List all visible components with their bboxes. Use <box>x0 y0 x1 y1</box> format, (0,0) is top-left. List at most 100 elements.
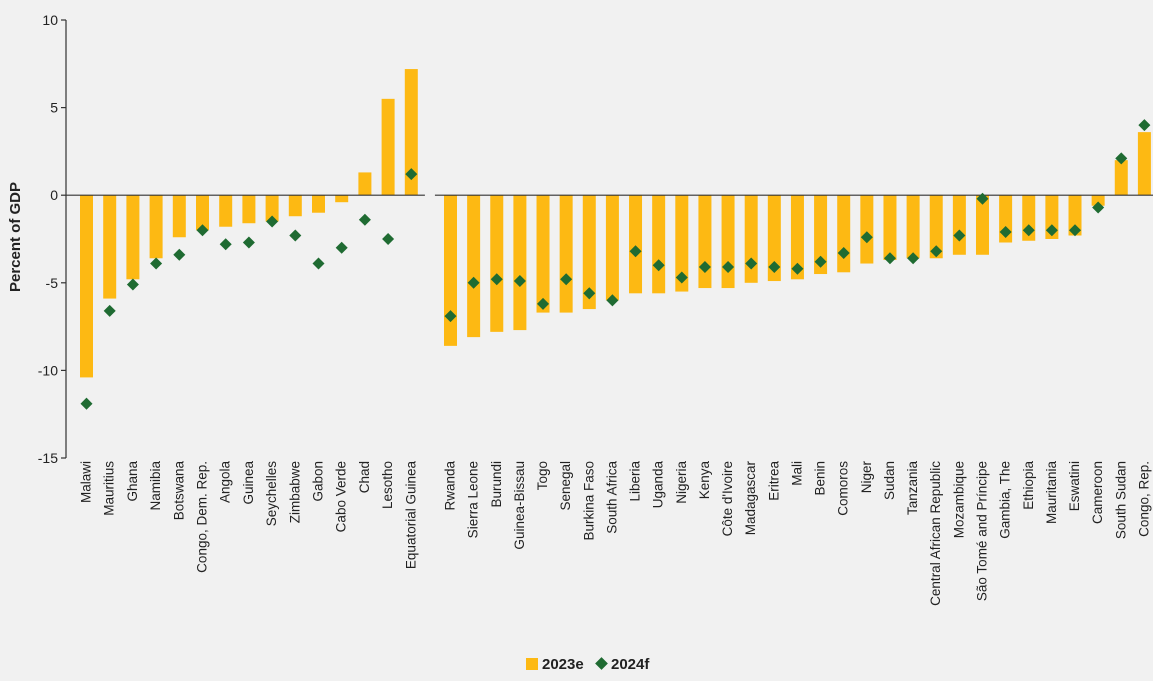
bar-2023e <box>837 195 851 273</box>
bar-2023e <box>559 195 573 313</box>
marker-2024f <box>953 229 966 242</box>
labels-layer: Malawi Mauritius Ghana Namibia Botswana Congo… <box>79 461 1152 606</box>
category-label: Ethiopia <box>1021 461 1036 510</box>
category-label: Comoros <box>836 461 851 516</box>
y-tick-label: 0 <box>50 187 58 203</box>
category-label: Lesotho <box>380 461 395 509</box>
marker-2024f <box>312 257 325 270</box>
category-label: Eritrea <box>766 461 781 501</box>
category-label: Eswatini <box>1067 461 1082 511</box>
marker-2024f <box>513 275 526 288</box>
legend-label-2023e: 2023e <box>542 656 584 673</box>
category-label: São Tomé and Príncipe <box>974 461 989 601</box>
bar-2023e <box>288 195 302 217</box>
marker-2024f <box>196 224 209 237</box>
category-label: Seychelles <box>264 461 279 527</box>
bar-2023e <box>265 195 279 222</box>
marker-2024f <box>335 241 348 254</box>
bar-2023e <box>196 195 209 231</box>
category-label: South Sudan <box>1113 461 1128 539</box>
y-axis-label: Percent of GDP <box>7 182 24 292</box>
y-tick-label: 5 <box>50 100 58 116</box>
bar-2023e <box>536 195 550 313</box>
category-label: Benin <box>813 461 828 496</box>
marker-2024f <box>173 248 186 261</box>
bar-2023e <box>242 195 256 224</box>
category-label: Chad <box>357 461 372 493</box>
category-label: Cabo Verde <box>334 461 349 532</box>
category-label: Ghana <box>125 461 140 502</box>
marker-2024f <box>1138 119 1151 132</box>
category-label: Tanzania <box>905 461 920 516</box>
category-label: Mozambique <box>951 461 966 538</box>
marker-2024f <box>907 252 920 265</box>
category-label: Congo, Rep. <box>1136 461 1151 537</box>
category-label: Rwanda <box>443 461 458 511</box>
bar-2023e <box>513 195 527 331</box>
marker-2024f <box>358 213 371 226</box>
axes-layer: -15 -10 -5 0 5 10 <box>38 12 1153 466</box>
marker-2024f <box>675 271 688 284</box>
marker-2024f <box>150 257 163 270</box>
bar-2023e <box>126 195 140 280</box>
category-label: Congo, Dem. Rep. <box>195 461 210 573</box>
marker-2024f <box>745 257 758 270</box>
bar-2023e <box>582 195 596 310</box>
category-label: Mauritius <box>102 461 117 516</box>
marker-2024f <box>537 297 550 310</box>
bar-2023e <box>172 195 186 238</box>
marker-2024f <box>606 294 619 307</box>
category-label: Burundi <box>489 461 504 508</box>
bar-2023e <box>860 195 874 264</box>
bar-2023e <box>1068 195 1082 236</box>
marker-2024f <box>80 397 93 410</box>
marker-2024f <box>860 231 873 244</box>
bar-2023e <box>1137 132 1151 196</box>
category-label: Sierra Leone <box>466 461 481 538</box>
marker-2024f <box>126 278 139 291</box>
bars-layer <box>80 69 1151 378</box>
bar-2023e <box>149 195 163 259</box>
category-label: Zimbabwe <box>287 461 302 523</box>
bar-2023e <box>629 195 643 294</box>
category-label: South Africa <box>604 461 619 534</box>
y-tick-label: -15 <box>38 450 58 466</box>
bar-2023e <box>335 195 349 203</box>
marker-2024f <box>791 262 804 275</box>
category-label: Gabon <box>311 461 326 502</box>
marker-2024f <box>768 261 781 274</box>
bar-2023e <box>467 195 481 338</box>
marker-2024f <box>722 261 735 274</box>
category-label: Madagascar <box>743 461 758 536</box>
category-label: Côte d'Ivoire <box>720 461 735 536</box>
bar-2023e <box>1091 195 1105 206</box>
bar-2023e <box>790 195 804 280</box>
bar-2023e <box>381 98 395 196</box>
y-tick-label: -10 <box>38 362 58 378</box>
marker-2024f <box>930 245 943 258</box>
bar-2023e <box>358 172 372 196</box>
bar-2023e <box>490 195 504 332</box>
category-label: Malawi <box>79 461 94 503</box>
marker-2024f <box>103 304 116 317</box>
category-label: Uganda <box>651 461 666 509</box>
category-label: Gambia, The <box>998 461 1013 539</box>
category-label: Liberia <box>628 461 643 502</box>
y-tick-label: -5 <box>46 275 59 291</box>
marker-2024f <box>242 236 255 249</box>
category-label: Mali <box>789 461 804 486</box>
bar-2023e <box>652 195 666 294</box>
marker-2024f <box>583 287 596 300</box>
marker-2024f <box>837 247 850 260</box>
marker-2024f <box>219 238 232 251</box>
bar-2023e <box>103 195 117 299</box>
category-label: Niger <box>859 461 874 494</box>
bar-2023e <box>767 195 781 282</box>
category-label: Cameroon <box>1090 461 1105 524</box>
bar-2023e <box>698 195 712 289</box>
marker-2024f <box>999 225 1012 239</box>
bar-2023e <box>952 195 966 255</box>
bar-2023e <box>1114 160 1128 196</box>
